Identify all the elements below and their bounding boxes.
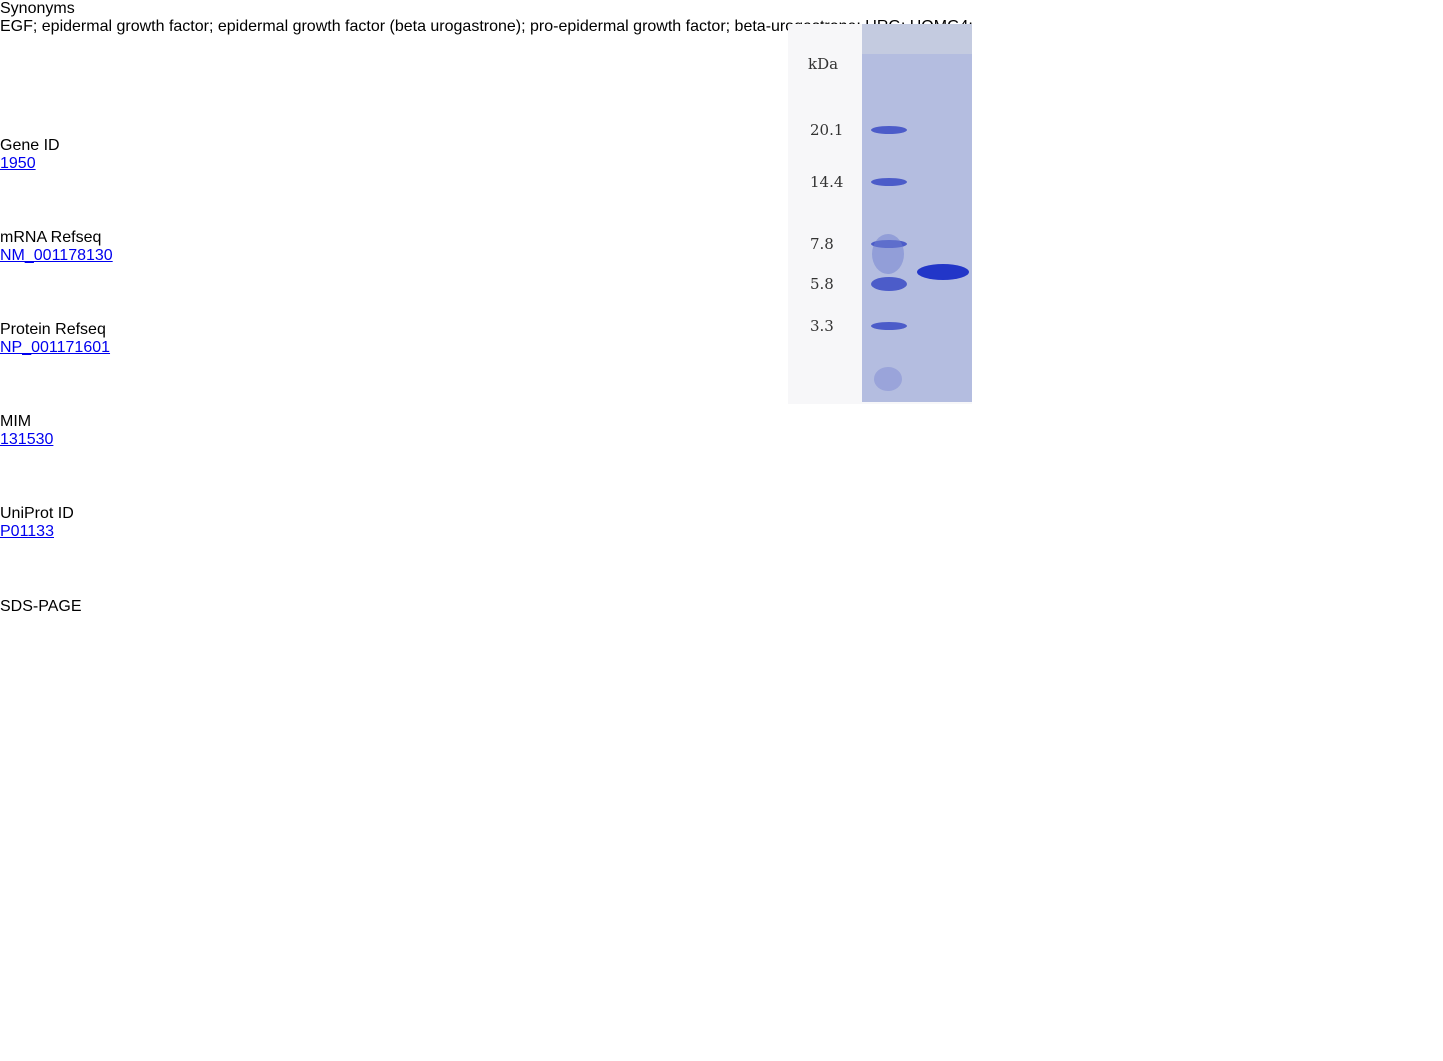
marker-label: 7.8 [810,235,834,253]
marker-label: 5.8 [810,275,834,293]
row-value: 1950 [0,155,1443,173]
gel-image: kDa 20.1 14.4 7.8 5.8 3.3 [788,24,972,404]
marker-band [871,126,907,134]
link[interactable]: 131530 [0,431,53,448]
sample-band [917,264,969,280]
row-value: P01133 [0,523,1443,541]
marker-band [871,178,907,186]
row-value: NP_001171601 [0,339,1443,357]
row-value: NM_001178130 [0,247,1443,265]
gel-lanes [862,24,972,402]
row-value: 131530 [0,431,1443,449]
row-label: UniProt ID [0,505,1443,523]
link[interactable]: P01133 [0,523,54,540]
row-label: mRNA Refseq [0,229,1443,247]
row-label: SDS-PAGE [0,598,1443,616]
marker-label: 20.1 [810,121,843,139]
marker-smear [874,367,902,391]
row-label: Synonyms [0,0,1443,18]
marker-band [871,322,907,330]
link[interactable]: NP_001171601 [0,339,110,356]
gel-unit: kDa [808,55,838,73]
product-table: SynonymsEGF; epidermal growth factor; ep… [0,0,1443,1061]
marker-label: 3.3 [810,317,834,335]
row-label: Gene ID [0,137,1443,155]
link[interactable]: 1950 [0,155,36,172]
row-value: EGF; epidermal growth factor; epidermal … [0,18,1443,36]
marker-band [871,277,907,291]
row-label: MIM [0,413,1443,431]
marker-smear [872,234,904,274]
marker-label: 14.4 [810,173,843,191]
gel-top [862,24,972,54]
row-label: Protein Refseq [0,321,1443,339]
link[interactable]: NM_001178130 [0,247,113,264]
